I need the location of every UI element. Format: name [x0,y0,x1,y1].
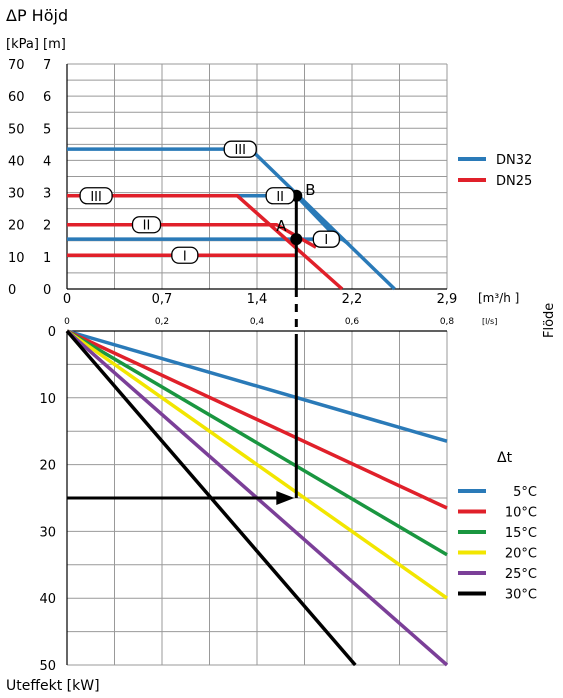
top-tick-kpa: 70 [8,58,25,73]
top-xlabel-m3h: [m³/h ] [478,291,519,305]
speed-label-text: II [143,219,151,234]
dt-legend-label: 30°C [505,588,537,603]
speed-label-text: I [183,249,187,264]
legend-label-dn32: DN32 [496,153,532,168]
reference-lines [67,189,303,505]
top-tick-m: 5 [43,122,51,137]
bottom-tick: 40 [39,592,56,607]
top-tick-m: 7 [43,58,51,73]
dt-legend-label: 5°C [513,485,537,500]
speed-label-box [131,216,162,234]
top-chart-title: ΔP Höjd [6,6,68,25]
dt-legend-title: Δt [497,450,513,466]
dt-line-15c [66,329,448,557]
bottom-tick: 20 [39,459,56,474]
top-tick-m3h: 2,9 [437,292,458,307]
top-tick-m: 4 [43,154,51,169]
bottom-tick: 10 [39,392,56,407]
top-tick-kpa: 0 [8,283,16,298]
dt-line-10c [66,329,448,510]
speed-label-text: II [276,190,284,205]
bottom-tick: 0 [48,325,56,340]
top-tick-ls: 0,6 [345,317,360,327]
top-chart-series [67,147,396,291]
dn32-curve-iii [67,147,396,291]
speed-label-box [79,187,113,205]
top-tick-m3h: 0,7 [152,292,173,307]
top-tick-ls: 0,4 [250,317,265,327]
top-tick-kpa: 60 [8,90,25,105]
top-tick-m: 2 [43,219,51,234]
operating-point-label-b: B [305,181,315,199]
top-tick-kpa: 30 [8,187,25,202]
dt-legend-label: 10°C [505,506,537,521]
speed-label-box [171,246,199,264]
top-tick-ls: 0 [64,317,70,327]
operating-point-a [290,233,303,246]
top-tick-m: 6 [43,90,51,105]
bottom-y-label: Uteffekt [kW] [6,678,100,694]
bottom-tick: 50 [39,659,56,674]
top-tick-m3h: 0 [63,292,71,307]
speed-label-text: III [234,143,246,158]
dn25-curve-iii [67,194,344,291]
top-y-label: [kPa] [m] [6,37,66,52]
top-tick-m3h: 1,4 [247,292,268,307]
top-tick-kpa: 40 [8,154,25,169]
top-tick-m: 1 [43,251,51,266]
operating-point-label-a: A [276,217,287,235]
top-xlabel-ls: [l/s] [482,317,497,326]
legend-label-dn25: DN25 [496,174,532,189]
top-tick-ls: 0,2 [155,317,169,327]
top-tick-m3h: 2,2 [342,292,363,307]
top-tick-kpa: 20 [8,219,25,234]
speed-label-box [312,230,340,248]
speed-label-text: III [90,190,102,205]
bottom-tick: 30 [39,525,56,540]
top-tick-kpa: 50 [8,122,25,137]
dt-legend-label: 15°C [505,526,537,541]
top-tick-kpa: 10 [8,251,25,266]
dt-legend-label: 25°C [505,567,537,582]
speed-label-box [223,140,257,158]
flow-axis-label: Flöde [542,303,557,338]
top-tick-m: 0 [43,283,51,298]
top-tick-ls: 0,8 [440,317,455,327]
dn32-curve-i [67,237,350,246]
dt-legend-label: 20°C [505,547,537,562]
ref-arrow-head [276,491,295,505]
speed-label-box [265,187,295,205]
top-tick-m: 3 [43,187,51,202]
legends: DN32 DN25 Δt 5°C 10°C 15°C 20°C 25°C 30°C [458,153,537,603]
dt-line-5c [66,329,448,443]
speed-label-text: I [324,233,328,248]
dt-line-20c [65,329,449,600]
